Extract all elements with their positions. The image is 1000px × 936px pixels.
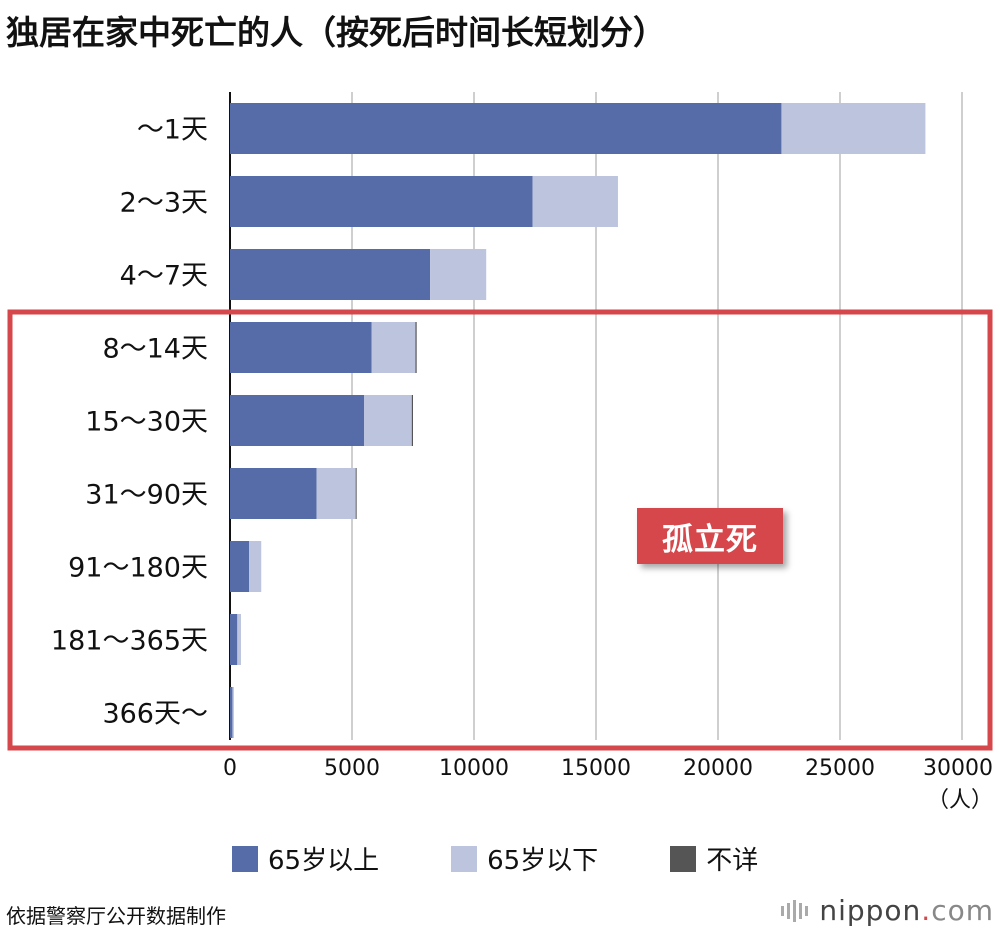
category-label: 8～14天 [102, 334, 208, 365]
bar-segment [532, 176, 618, 227]
legend: 65岁以上 65岁以下 不详 [232, 840, 830, 877]
bar-segment [230, 541, 250, 592]
legend-swatch [232, 845, 258, 872]
bar-segment [781, 103, 926, 154]
legend-item-65-plus: 65岁以上 [232, 840, 379, 877]
x-tick-label: 30000 [923, 756, 993, 781]
bar-segment [411, 395, 413, 446]
bar-segment [316, 468, 356, 519]
category-label: 15～30天 [85, 407, 208, 438]
x-tick-label: 10000 [439, 756, 509, 781]
category-label: 2～3天 [120, 188, 208, 219]
x-tick-label: 5000 [324, 756, 380, 781]
callout-label: 孤立死 [637, 508, 783, 564]
x-tick-label: 15000 [561, 756, 631, 781]
x-tick-labels: 0 5000 10000 15000 20000 25000 30000 [223, 756, 993, 781]
category-label: ～1天 [137, 115, 208, 146]
bar-segment [415, 322, 417, 373]
category-label: 366天～ [102, 699, 208, 730]
bar-segment [249, 541, 262, 592]
legend-label: 65岁以下 [487, 846, 599, 876]
category-label: 181～365天 [51, 626, 208, 657]
bar-segment [232, 687, 234, 738]
brand-logo: nippon. com [781, 894, 994, 927]
chart-title: 独居在家中死亡的人（按死后时间长短划分） [6, 13, 666, 52]
bar-segment [364, 395, 412, 446]
legend-item-unknown: 不详 [670, 840, 758, 877]
brand-dot: . [921, 894, 932, 927]
bar-segment [371, 322, 416, 373]
bar-segment [230, 687, 233, 738]
source-note: 依据警察厅公开数据制作 [6, 904, 226, 928]
bar-segment [230, 249, 431, 300]
brand-bars-icon [781, 899, 811, 922]
legend-label: 65岁以上 [268, 846, 380, 876]
bar-segment [230, 176, 533, 227]
category-label: 31～90天 [85, 480, 208, 511]
legend-item-under-65: 65岁以下 [451, 840, 598, 877]
legend-swatch [670, 845, 697, 872]
legend-swatch [451, 845, 478, 872]
bar-segment [430, 249, 487, 300]
brand-name: nippon [819, 894, 922, 927]
bar-segment [230, 614, 238, 665]
bar-segment [230, 468, 317, 519]
bar-segment [230, 103, 782, 154]
x-tick-label: 0 [223, 756, 237, 781]
x-tick-label: 25000 [805, 756, 875, 781]
category-label: 4～7天 [120, 261, 208, 292]
x-unit-label: （人） [927, 788, 993, 813]
category-labels: ～1天 2～3天 4～7天 8～14天 15～30天 31～90天 91～180天 181～3… [51, 115, 208, 730]
bar-segment [230, 395, 365, 446]
highlight-box [7, 309, 993, 751]
bar-segment [230, 322, 372, 373]
brand-tld: com [931, 894, 994, 927]
bar-segment [237, 614, 241, 665]
legend-label: 不详 [706, 846, 759, 876]
bar-group [230, 103, 926, 738]
bar-segment [355, 468, 357, 519]
x-tick-label: 20000 [683, 756, 753, 781]
category-label: 91～180天 [68, 553, 208, 584]
